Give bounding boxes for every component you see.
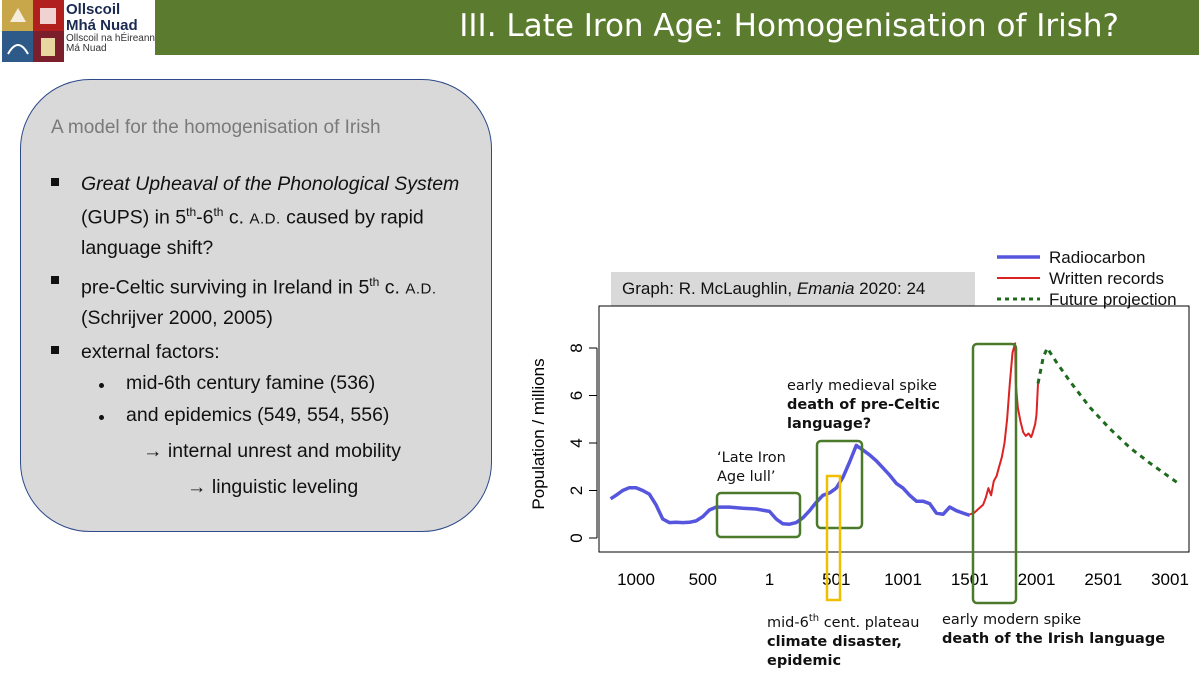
- bullet1-text-c: c.: [223, 206, 250, 229]
- y-tick-label: 0: [567, 533, 586, 542]
- plateau-line-3: epidemic: [767, 652, 842, 669]
- university-logo[interactable]: Ollscoil Mhá Nuad Ollscoil na hÉireann M…: [0, 0, 155, 62]
- population-chart: Radiocarbon Written records Future project…: [529, 248, 1190, 605]
- slide-title: III. Late Iron Age: Homogenisation of Ir…: [459, 8, 1119, 44]
- bullet2-text-a: pre-Celtic surviving in Ireland in 5: [81, 276, 370, 299]
- annotation-early-medieval-spike: early medieval spike death of pre-Celtic…: [787, 377, 940, 434]
- square-bullet-icon: [51, 346, 59, 354]
- y-tick-label: 4: [567, 438, 586, 447]
- x-tick-label: 1000: [617, 570, 655, 589]
- annotation-lull: ‘Late Iron Age lull’: [717, 449, 786, 487]
- highlight-boxes: [715, 342, 1018, 605]
- square-bullet-icon: [51, 276, 59, 284]
- y-axis-label: Population / millions: [529, 358, 548, 509]
- series-line-future-projection: [1036, 346, 1178, 484]
- annotation-plateau: mid-6th cent. plateau climate disaster, …: [767, 609, 920, 671]
- logo-line-3: Ollscoil na hÉireann: [66, 32, 155, 44]
- round-bullet-icon: [99, 383, 104, 388]
- emspike-line-1: early medieval spike: [787, 378, 937, 394]
- x-tick-label: 2501: [1084, 570, 1122, 589]
- lull-line-2: Age lull’: [717, 469, 776, 485]
- y-tick-label: 8: [567, 343, 586, 352]
- credit-journal: Emania: [796, 279, 855, 298]
- logo-line-4: Má Nuad: [66, 43, 107, 54]
- plateau-line-1-sup: th: [808, 613, 820, 624]
- series-line-written-records: [969, 342, 1039, 516]
- plateau-line-1a: mid-6: [767, 614, 809, 631]
- box-heading: A model for the homogenisation of Irish: [51, 117, 381, 138]
- emspike-line-3: language?: [787, 416, 872, 432]
- round-bullet-icon: [99, 415, 104, 420]
- bullet1-text-d: caused by rapid language shift?: [81, 206, 424, 259]
- credit-prefix: Graph: R. McLaughlin,: [622, 279, 797, 298]
- arrow-leveling: → linguistic leveling: [187, 476, 359, 498]
- title-bar: III. Late Iron Age: Homogenisation of Ir…: [155, 0, 1199, 55]
- bullet2-ad: A.D.: [405, 280, 437, 298]
- bullet1-ad: A.D.: [249, 210, 281, 228]
- x-tick-label: 2001: [1018, 570, 1056, 589]
- gups-italic: Great Upheaval of the Phonological Syste…: [81, 173, 460, 195]
- modspike-line-1: early modern spike: [942, 612, 1082, 628]
- bullet2-text-b: c.: [379, 276, 406, 299]
- x-tick-label: 500: [689, 570, 717, 589]
- bullet1-sup-b: th: [213, 205, 224, 219]
- crest-icon: [2, 0, 64, 62]
- lull-line-1: ‘Late Iron: [717, 450, 786, 466]
- series-line-radiocarbon: [609, 443, 971, 526]
- annotation-early-modern-spike: early modern spike death of the Irish la…: [942, 611, 1165, 649]
- plateau-highlight-box: [825, 474, 842, 602]
- sub1-text: mid-6th century famine (536): [126, 372, 376, 394]
- legend-label: Future projection: [1049, 290, 1177, 309]
- bullet2-text-c: (Schrijver 2000, 2005): [81, 306, 273, 329]
- arrow-unrest: → internal unrest and mobility: [143, 440, 401, 462]
- bullet1-text-a: (GUPS) in 5: [81, 206, 187, 229]
- lull-highlight-box: [715, 491, 802, 539]
- bullet3-text: external factors:: [81, 341, 220, 363]
- bullet2-sup: th: [369, 275, 380, 289]
- logo-line-1: Ollscoil: [66, 1, 121, 18]
- y-tick-label: 2: [567, 486, 586, 495]
- logo-line-2: Mhá Nuad: [66, 16, 138, 34]
- sub-bullet-famine: mid-6th century famine (536): [99, 372, 375, 395]
- bullet1-text-b: -6: [196, 206, 214, 229]
- x-tick-label: 1501: [951, 570, 989, 589]
- chart-axes: 1000 500 1 501 1001 1501 2001 2501 300102468Popu…: [529, 343, 1189, 589]
- square-bullet-icon: [51, 178, 59, 186]
- x-tick-label: 3001: [1151, 570, 1189, 589]
- model-box: A model for the homogenisation of Irish …: [20, 79, 492, 532]
- sub2-text: and epidemics (549, 554, 556): [126, 404, 390, 426]
- legend-label: Written records: [1049, 269, 1164, 288]
- legend-label: Radiocarbon: [1049, 248, 1145, 267]
- credit-suffix: 2020: 24: [854, 279, 926, 298]
- plateau-line-2: climate disaster,: [767, 633, 902, 650]
- x-tick-label: 1: [765, 570, 774, 589]
- early-modern-highlight-box: [971, 342, 1018, 605]
- sub-bullet-epidemics: and epidemics (549, 554, 556): [99, 404, 389, 427]
- chart-lines: [609, 342, 1178, 526]
- emspike-line-2: death of pre-Celtic: [787, 397, 940, 413]
- plateau-line-1b: cent. plateau: [819, 614, 920, 631]
- modspike-line-2: death of the Irish language: [942, 631, 1166, 647]
- bullet1-sup-a: th: [186, 205, 197, 219]
- x-tick-label: 1001: [884, 570, 922, 589]
- graph-credit: Graph: R. McLaughlin, Emania 2020: 24: [611, 272, 975, 306]
- chart-legend: Radiocarbon Written records Future project…: [997, 248, 1177, 309]
- plot-frame: [598, 305, 1190, 553]
- y-tick-label: 6: [567, 391, 586, 400]
- x-tick-label: 501: [822, 570, 850, 589]
